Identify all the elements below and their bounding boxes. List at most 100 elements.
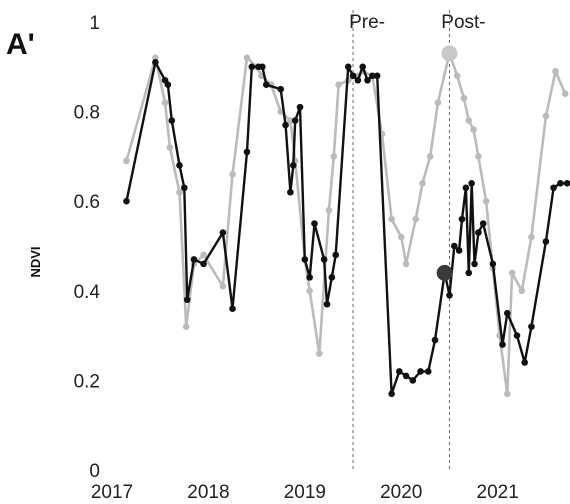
data-point [320,256,328,263]
data-point [402,372,410,380]
x-tick-label: 2018 [187,482,229,503]
data-point [468,179,475,187]
data-point [259,63,266,71]
x-tick-label: 2019 [284,482,326,503]
data-point [518,287,526,295]
highlight-point [436,264,453,281]
data-point [504,390,511,398]
data-point [123,197,130,205]
data-point [552,67,559,75]
data-point [561,90,569,97]
data-point [482,197,490,205]
data-point [176,188,183,196]
data-point [229,305,236,313]
y-axis-label: NDVI [28,246,43,277]
data-point [183,296,191,304]
y-tick-label: 0.6 [74,192,100,213]
data-point [431,336,439,344]
reference-lines: Pre- Post- [349,10,486,470]
data-point [521,359,528,366]
highlight-point [441,45,458,62]
data-point [528,323,535,330]
data-point [229,171,236,178]
data-point [301,256,309,263]
series-1 [123,59,570,398]
data-point [402,260,410,268]
data-point [455,247,463,254]
data-point [190,256,198,263]
data-point [465,117,473,124]
y-tick-label: 1 [89,13,100,34]
data-point [219,283,227,290]
data-point [248,63,256,71]
data-point [262,81,270,89]
data-point [471,260,478,268]
data-point [465,269,473,277]
data-point [306,274,313,281]
data-point [453,72,461,80]
data-point [417,368,424,375]
data-point [434,99,442,106]
data-point [306,287,313,295]
panel-label: A' [6,28,35,61]
data-point [462,184,470,192]
data-point [291,117,299,124]
y-tick-label: 0 [89,461,100,482]
data-point [219,229,227,236]
data-point [296,103,304,111]
data-point [396,368,403,375]
data-point [330,153,338,160]
x-tick-label: 2020 [380,482,422,503]
data-point [550,184,557,192]
data-point [354,76,362,84]
data-point [475,153,482,160]
y-tick-label: 0.4 [74,282,101,303]
data-point [458,215,466,223]
data-point [349,72,357,80]
y-tick-label: 0.8 [74,103,100,124]
data-point [325,206,333,214]
y-tick-labels: 0 0.2 0.4 0.6 0.8 1 [74,13,101,482]
data-point [332,251,339,259]
y-tick-label: 0.2 [74,371,100,392]
data-point [528,233,535,241]
data-point [563,179,570,187]
data-point [311,220,318,227]
reference-label: Pre- [349,12,385,33]
data-point [426,153,434,160]
data-point [168,117,176,124]
data-point [335,81,342,89]
data-point [176,162,183,169]
data-point [424,368,432,375]
data-point [181,184,188,192]
data-point [282,121,289,129]
data-point [542,112,550,120]
data-point [557,179,564,187]
data-point [388,215,395,223]
data-point [243,148,251,156]
data-point [359,63,366,71]
data-point [369,72,376,80]
data-point [152,59,159,66]
data-point [200,251,207,259]
data-point [508,269,516,277]
data-point [470,126,477,133]
data-point [364,76,371,84]
data-point [412,215,420,223]
data-point [388,390,395,398]
data-point [479,220,487,227]
data-point [373,72,381,80]
data-point [504,309,511,317]
x-tick-label: 2017 [91,482,133,503]
data-point [397,233,405,241]
data-point [460,94,468,102]
data-point [164,81,172,89]
data-point [161,99,169,106]
data-point [243,54,251,62]
data-point [475,229,482,236]
data-point [419,179,426,187]
data-point [446,291,453,299]
data-point [323,300,331,308]
data-point [513,332,521,339]
